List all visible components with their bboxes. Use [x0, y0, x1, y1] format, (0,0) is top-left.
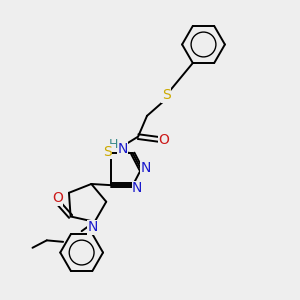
Text: N: N — [141, 161, 151, 175]
Text: O: O — [158, 133, 169, 147]
Text: N: N — [88, 220, 98, 234]
Text: S: S — [103, 145, 112, 159]
Text: N: N — [132, 181, 142, 195]
Text: N: N — [117, 142, 128, 155]
Text: S: S — [162, 88, 171, 102]
Text: H: H — [109, 138, 118, 152]
Text: O: O — [52, 191, 63, 205]
